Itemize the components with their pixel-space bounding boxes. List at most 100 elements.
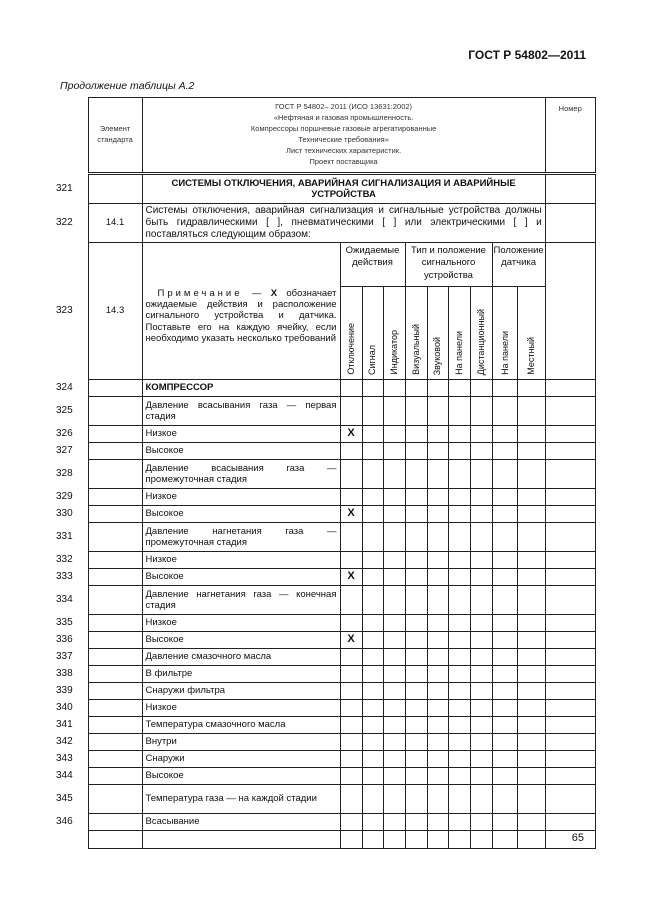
mark-cell[interactable] (469, 442, 493, 460)
mark-cell[interactable] (517, 733, 546, 751)
mark-cell[interactable] (404, 665, 428, 683)
mark-cell[interactable] (469, 665, 493, 683)
mark-cell[interactable] (382, 488, 406, 506)
mark-cell[interactable] (447, 488, 471, 506)
mark-cell[interactable] (361, 716, 384, 734)
mark-cell[interactable] (447, 665, 471, 683)
mark-cell[interactable] (382, 551, 406, 569)
mark-cell[interactable] (469, 522, 493, 552)
mark-cell[interactable] (447, 750, 471, 768)
mark-cell-shutdown[interactable] (339, 488, 363, 506)
mark-cell[interactable] (491, 682, 519, 700)
mark-cell[interactable] (447, 648, 471, 666)
mark-cell[interactable] (469, 648, 493, 666)
mark-cell-shutdown[interactable] (339, 551, 363, 569)
mark-cell-shutdown[interactable] (339, 716, 363, 734)
mark-cell-shutdown[interactable] (339, 784, 363, 814)
mark-cell[interactable] (447, 505, 471, 523)
mark-cell-shutdown[interactable] (339, 699, 363, 717)
mark-cell[interactable] (404, 459, 428, 489)
mark-cell-shutdown[interactable] (339, 750, 363, 768)
mark-cell[interactable] (491, 459, 519, 489)
mark-cell[interactable] (382, 716, 406, 734)
mark-cell[interactable] (469, 631, 493, 649)
mark-cell-shutdown[interactable]: X (339, 631, 363, 649)
mark-cell[interactable] (426, 459, 449, 489)
mark-cell[interactable] (404, 699, 428, 717)
mark-cell[interactable] (491, 551, 519, 569)
mark-cell[interactable] (382, 665, 406, 683)
mark-cell[interactable] (447, 716, 471, 734)
mark-cell[interactable] (469, 505, 493, 523)
mark-cell[interactable] (426, 716, 449, 734)
mark-cell[interactable] (491, 648, 519, 666)
mark-cell[interactable] (404, 682, 428, 700)
mark-cell[interactable] (382, 459, 406, 489)
mark-cell[interactable] (361, 665, 384, 683)
mark-cell[interactable] (426, 505, 449, 523)
mark-cell[interactable] (447, 614, 471, 632)
mark-cell[interactable] (491, 631, 519, 649)
mark-cell[interactable] (361, 505, 384, 523)
mark-cell[interactable] (426, 631, 449, 649)
mark-cell[interactable] (469, 750, 493, 768)
mark-cell[interactable] (426, 648, 449, 666)
mark-cell[interactable] (426, 585, 449, 615)
mark-cell[interactable] (491, 699, 519, 717)
mark-cell[interactable] (517, 488, 546, 506)
mark-cell[interactable] (404, 784, 428, 814)
mark-cell[interactable] (404, 522, 428, 552)
mark-cell[interactable] (447, 551, 471, 569)
mark-cell[interactable] (361, 379, 384, 397)
mark-cell[interactable] (404, 648, 428, 666)
mark-cell[interactable] (491, 442, 519, 460)
mark-cell[interactable] (469, 396, 493, 426)
mark-cell[interactable] (404, 813, 428, 831)
mark-cell[interactable] (447, 522, 471, 552)
mark-cell[interactable] (426, 665, 449, 683)
mark-cell[interactable] (469, 813, 493, 831)
mark-cell[interactable] (361, 585, 384, 615)
mark-cell[interactable] (361, 551, 384, 569)
mark-cell[interactable] (447, 733, 471, 751)
mark-cell[interactable] (404, 733, 428, 751)
mark-cell[interactable] (404, 585, 428, 615)
mark-cell[interactable] (404, 442, 428, 460)
mark-cell[interactable] (426, 784, 449, 814)
mark-cell-shutdown[interactable] (339, 459, 363, 489)
mark-cell[interactable] (469, 784, 493, 814)
mark-cell[interactable] (361, 813, 384, 831)
mark-cell[interactable] (491, 396, 519, 426)
mark-cell-shutdown[interactable] (339, 585, 363, 615)
mark-cell[interactable] (426, 442, 449, 460)
mark-cell[interactable] (382, 568, 406, 586)
mark-cell[interactable] (404, 631, 428, 649)
mark-cell-shutdown[interactable] (339, 379, 363, 397)
mark-cell[interactable] (491, 425, 519, 443)
mark-cell[interactable] (491, 716, 519, 734)
mark-cell-shutdown[interactable] (339, 767, 363, 785)
mark-cell[interactable] (382, 425, 406, 443)
mark-cell[interactable] (517, 699, 546, 717)
mark-cell[interactable] (447, 699, 471, 717)
mark-cell[interactable] (426, 425, 449, 443)
mark-cell[interactable] (517, 767, 546, 785)
mark-cell[interactable] (382, 682, 406, 700)
mark-cell[interactable] (469, 682, 493, 700)
mark-cell[interactable] (426, 396, 449, 426)
mark-cell[interactable] (426, 813, 449, 831)
mark-cell[interactable] (469, 551, 493, 569)
mark-cell[interactable] (361, 522, 384, 552)
mark-cell[interactable] (361, 648, 384, 666)
mark-cell[interactable] (447, 568, 471, 586)
mark-cell[interactable] (404, 767, 428, 785)
mark-cell[interactable] (517, 784, 546, 814)
mark-cell[interactable] (447, 396, 471, 426)
mark-cell[interactable] (447, 425, 471, 443)
mark-cell[interactable] (491, 522, 519, 552)
mark-cell[interactable] (426, 551, 449, 569)
mark-cell[interactable] (447, 379, 471, 397)
mark-cell[interactable] (361, 767, 384, 785)
mark-cell[interactable] (404, 716, 428, 734)
mark-cell[interactable] (426, 568, 449, 586)
